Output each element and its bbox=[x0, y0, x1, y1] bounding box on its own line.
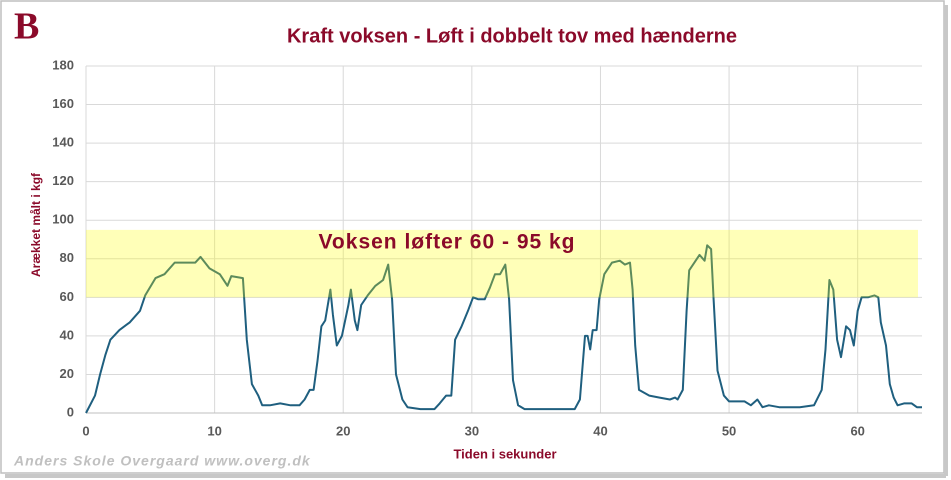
logo: B bbox=[14, 6, 39, 48]
y-tick-label: 160 bbox=[52, 96, 74, 111]
x-tick-label: 60 bbox=[850, 423, 864, 438]
y-tick-label: 20 bbox=[60, 366, 74, 381]
x-tick-label: 10 bbox=[207, 423, 221, 438]
y-tick-label: 40 bbox=[60, 327, 74, 342]
data-line bbox=[85, 244, 922, 414]
x-tick-label: 40 bbox=[593, 423, 607, 438]
x-axis-label: Tiden i sekunder bbox=[453, 446, 556, 461]
y-tick-label: 80 bbox=[60, 250, 74, 265]
y-tick-label: 60 bbox=[60, 289, 74, 304]
y-tick-label: 180 bbox=[52, 57, 74, 72]
y-axis-label: Arækket målt i kgf bbox=[29, 172, 43, 277]
chart-title: Kraft voksen - Løft i dobbelt tov med hæ… bbox=[287, 25, 737, 47]
highlight-band bbox=[86, 229, 918, 298]
x-tick-label: 30 bbox=[465, 423, 479, 438]
y-tick-label: 140 bbox=[52, 135, 74, 150]
y-tick-label: 0 bbox=[67, 404, 74, 419]
x-tick-label: 50 bbox=[722, 423, 736, 438]
annotation: Voksen løfter 60 - 95 kg bbox=[318, 231, 575, 254]
y-tick-label: 100 bbox=[52, 212, 74, 227]
y-tick-label: 120 bbox=[52, 173, 74, 188]
footer: Anders Skole Overgaard www.overg.dk bbox=[13, 453, 311, 469]
x-tick-label: 0 bbox=[82, 423, 89, 438]
x-tick-label: 20 bbox=[336, 423, 350, 438]
